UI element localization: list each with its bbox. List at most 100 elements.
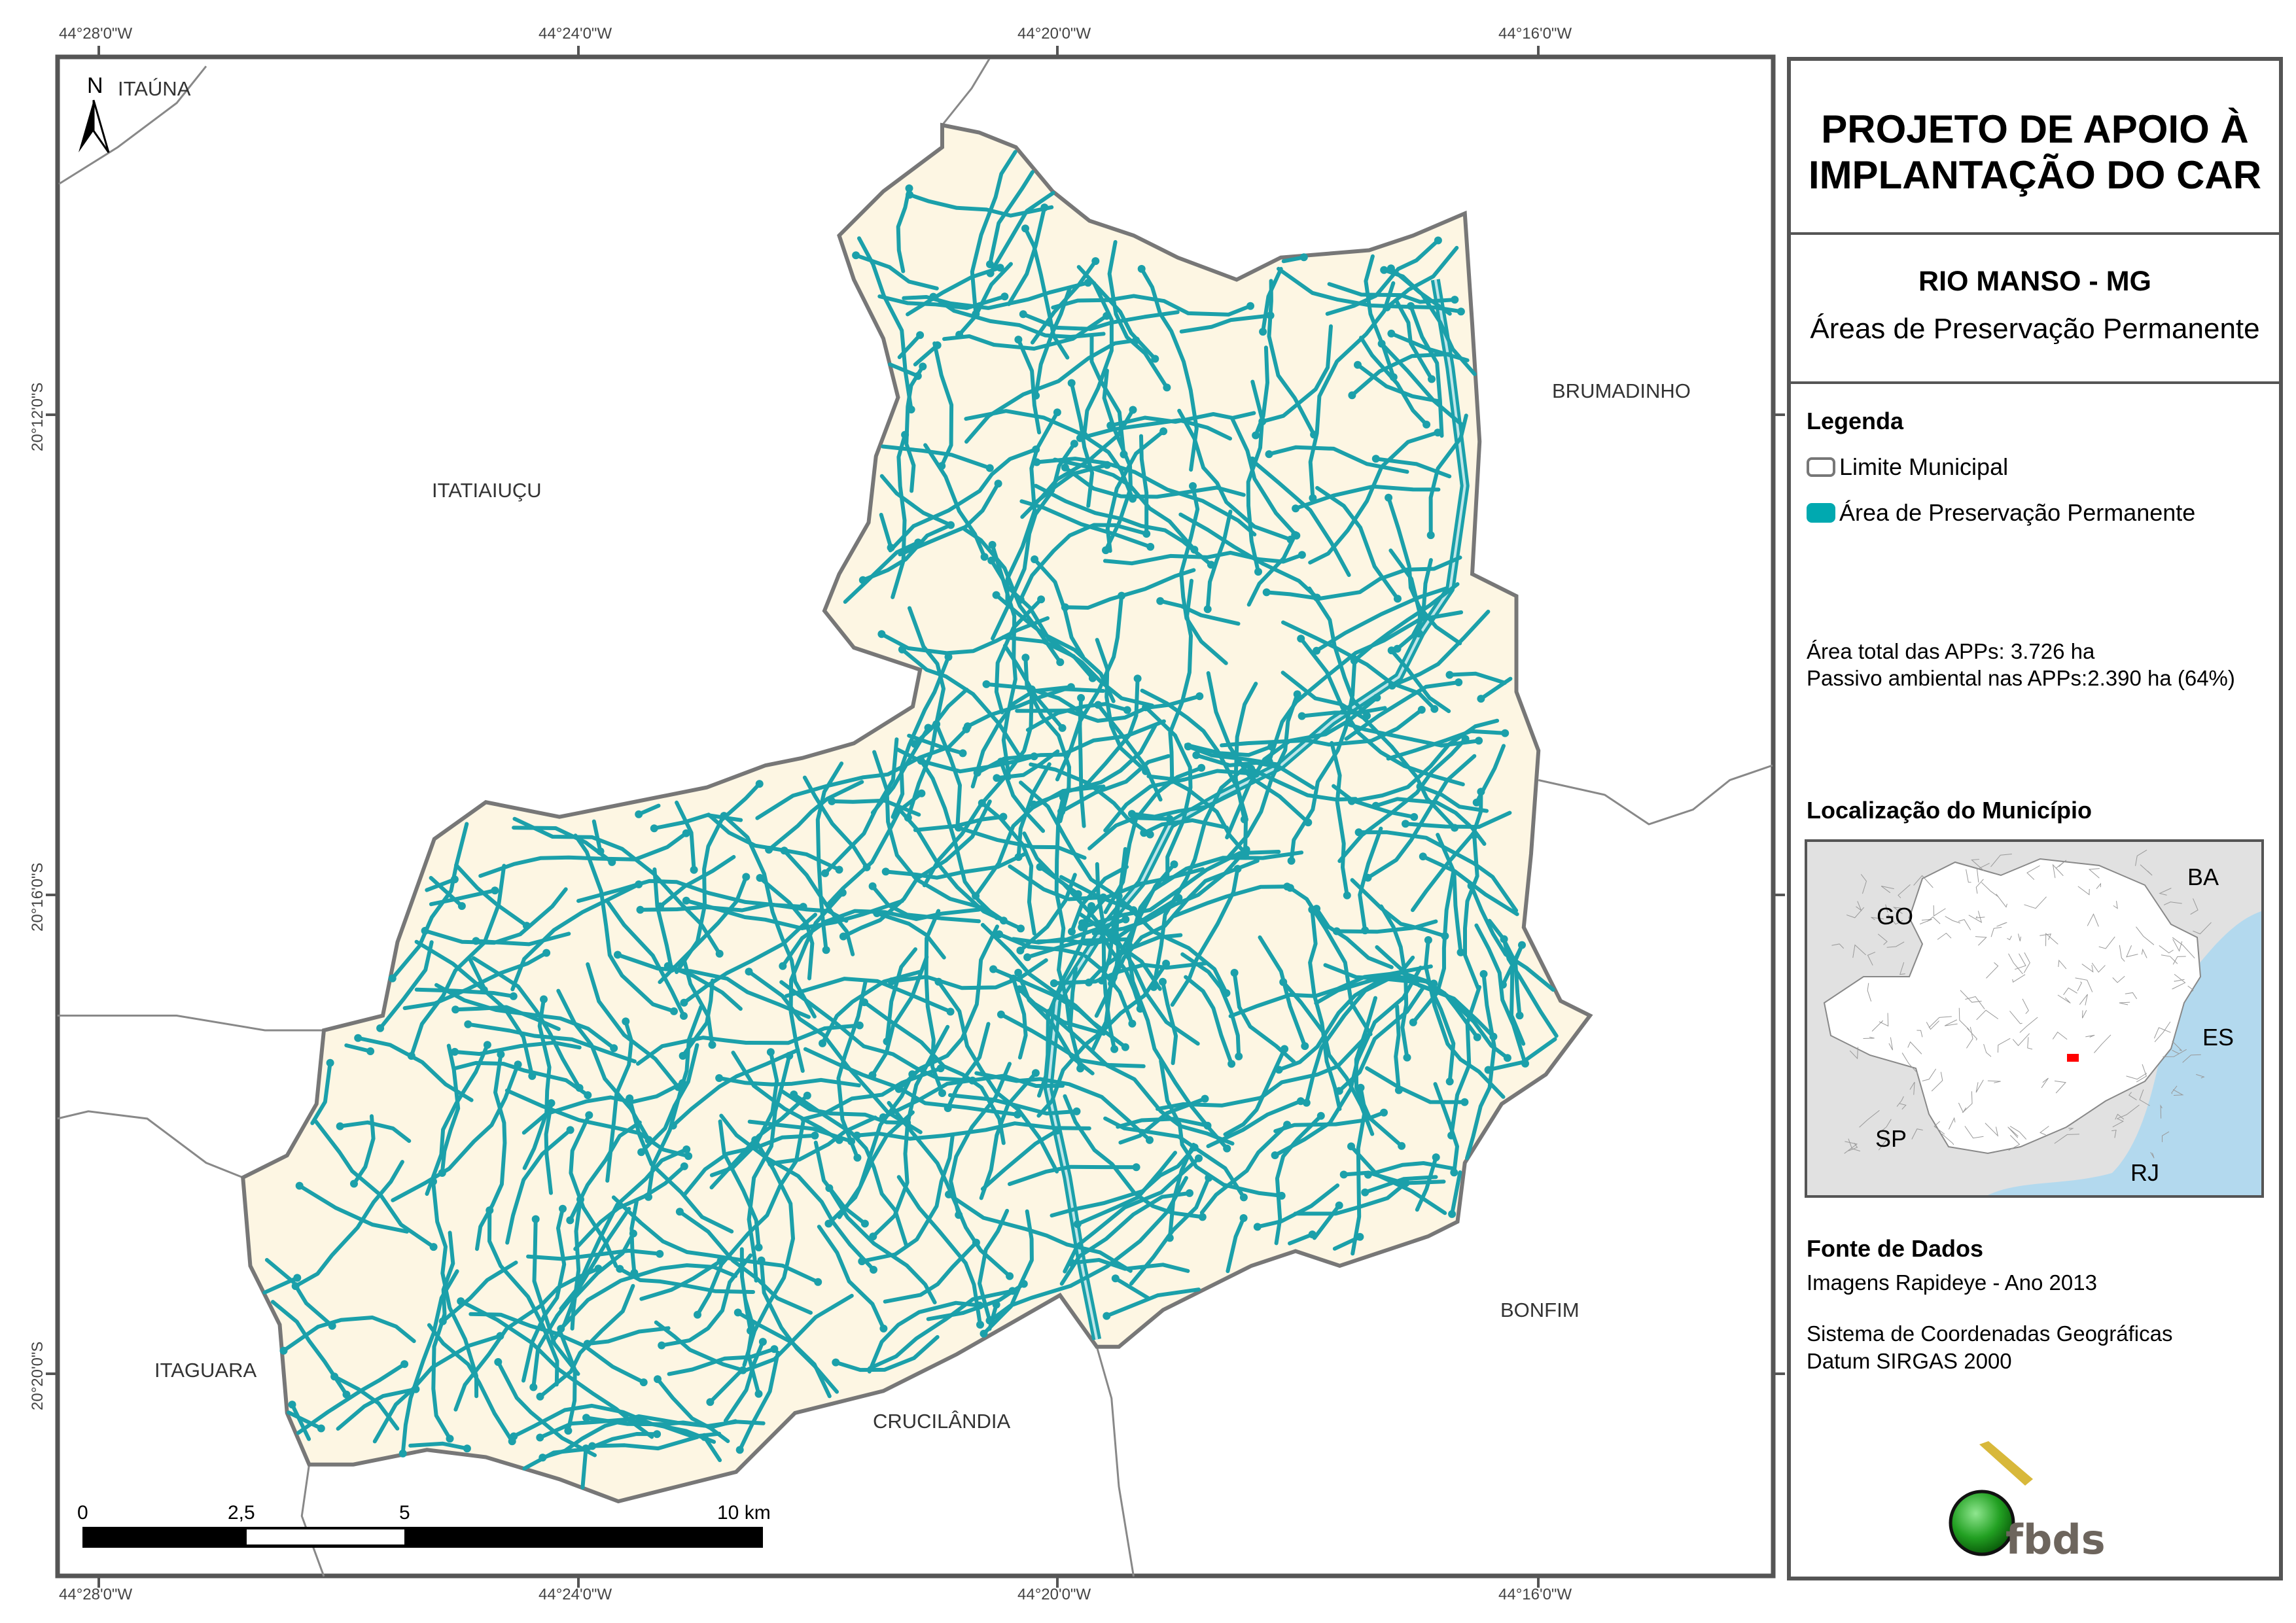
stream-source — [1422, 421, 1431, 428]
stream-source — [1203, 605, 1212, 614]
municipality-outline — [2007, 935, 2012, 941]
stream — [1068, 966, 1083, 1071]
stream — [512, 1403, 716, 1444]
stream-source — [877, 630, 886, 638]
stream-source — [1030, 752, 1038, 761]
stream — [1325, 238, 1440, 316]
stream — [1389, 331, 1470, 362]
stream-source — [1441, 932, 1449, 940]
stream-source — [491, 886, 499, 895]
stream-source — [1174, 894, 1183, 902]
legend-panel: PROJETO DE APOIO À IMPLANTAÇÃO DO CAR RI… — [1787, 57, 2283, 1580]
stats-passivo: Passivo ambiental nas APPs:2.390 ha (64%… — [1807, 666, 2235, 690]
stream — [658, 875, 749, 985]
municipality-outline — [1977, 863, 1990, 882]
stream-source — [1132, 336, 1140, 345]
stream-source — [944, 1104, 952, 1112]
stream-source — [1402, 820, 1409, 828]
stream-source — [1222, 989, 1231, 998]
stream-source — [1151, 355, 1159, 363]
municipality-outline — [2052, 1032, 2068, 1040]
municipality-outline — [2172, 937, 2195, 959]
stream-source — [1299, 253, 1308, 262]
stream — [1288, 886, 1373, 1036]
stream-source — [1271, 1151, 1279, 1159]
stream-source — [650, 824, 658, 833]
municipality-outline — [1922, 1068, 1937, 1081]
stream — [656, 1377, 730, 1443]
municipality-outline — [2112, 975, 2125, 983]
lon-label-bottom: 44°28'0"W — [59, 1586, 133, 1603]
stream — [1356, 362, 1441, 404]
stream-source — [1410, 812, 1419, 821]
stream — [957, 262, 1013, 337]
stream — [1260, 324, 1333, 424]
stream — [1428, 986, 1456, 1084]
stream-source — [756, 874, 764, 882]
stream-source — [614, 951, 622, 959]
stream — [817, 1225, 886, 1331]
stream-source — [330, 1372, 339, 1381]
stream — [1033, 557, 1086, 659]
stream-source — [463, 1444, 471, 1453]
municipality-outline — [2082, 1009, 2087, 1019]
municipality-outline — [2172, 956, 2186, 965]
stream — [1304, 955, 1415, 1105]
stream — [1023, 226, 1070, 360]
lon-label-bottom: 44°20'0"W — [1017, 1586, 1091, 1603]
stream-source — [1031, 555, 1039, 563]
stream-source — [1500, 935, 1508, 943]
municipality-outline — [1867, 952, 1876, 966]
stream-source — [610, 1044, 618, 1053]
stream-source — [1128, 1019, 1137, 1028]
stream-source — [1301, 1042, 1309, 1051]
municipality-outline — [1919, 918, 1932, 925]
stream-source — [1108, 928, 1116, 936]
stream-source — [822, 946, 830, 954]
stream-source — [1111, 1274, 1120, 1283]
stream-source — [566, 1216, 574, 1225]
neighbor-boundary — [300, 1464, 325, 1577]
stream — [472, 956, 582, 1090]
stream-source — [917, 757, 925, 765]
stream-source — [1170, 860, 1178, 869]
stream — [1080, 850, 1281, 930]
stream — [881, 1073, 1065, 1119]
stream-source — [1195, 692, 1204, 701]
stream — [1059, 754, 1171, 814]
stream — [1332, 1234, 1362, 1251]
stream-source — [1031, 1069, 1040, 1077]
stream-source — [898, 645, 906, 654]
stream-source — [862, 863, 871, 871]
stream-source — [962, 725, 970, 733]
stream-source — [982, 680, 991, 688]
stream — [1036, 962, 1169, 1118]
municipality-outline — [1966, 1026, 1973, 1049]
stream — [1107, 240, 1169, 390]
stream-source — [1201, 1094, 1209, 1103]
stream — [478, 831, 688, 878]
municipality-outline — [1881, 885, 1894, 894]
stream-source — [1293, 690, 1301, 699]
stream — [532, 1217, 580, 1376]
stream — [898, 809, 1023, 931]
municipality-outline — [2098, 936, 2115, 949]
stream — [1486, 1037, 1557, 1072]
stream-source — [1361, 1188, 1369, 1196]
stream — [989, 558, 1154, 708]
municipality-outline — [2119, 945, 2125, 962]
stream-source — [986, 260, 994, 268]
stream-source — [755, 780, 764, 788]
stream — [821, 969, 923, 1045]
municipality-outline — [1928, 1016, 1952, 1028]
stream — [747, 969, 923, 1134]
legend-item-limite: Limite Municipal — [1807, 453, 2008, 481]
municipality-outline — [2126, 1072, 2147, 1080]
stream-source — [1501, 729, 1510, 737]
stream-source — [400, 1360, 409, 1369]
stream — [290, 1403, 311, 1441]
stream — [356, 1036, 474, 1102]
municipality-outline — [1965, 996, 1985, 1009]
stream-source — [955, 1211, 963, 1219]
stream-source — [680, 998, 688, 1007]
